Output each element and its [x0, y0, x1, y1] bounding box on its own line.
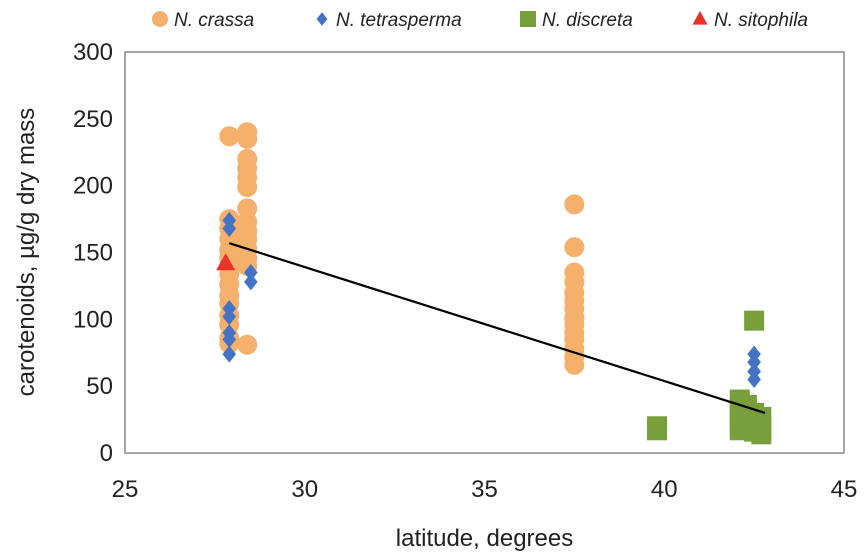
x-tick-label: 35	[471, 476, 498, 503]
x-tick-label: 40	[651, 476, 678, 503]
plot-area-frame	[124, 51, 845, 454]
n-tetrasperma-point	[222, 345, 237, 363]
n-tetrasperma-point	[747, 370, 761, 388]
legend-marker-n-crassa	[152, 11, 168, 27]
n-sitophila-point	[216, 253, 236, 271]
legend-label-n-crassa: N. crassa	[174, 10, 254, 31]
x-tick-labels: 25 30 35 40 45	[112, 476, 858, 503]
trendline	[228, 242, 766, 414]
n-crassa-point	[237, 177, 258, 198]
x-tick-label: 45	[831, 476, 858, 503]
n-tetrasperma-point	[747, 353, 761, 371]
legend-marker-n-tetrasperma	[316, 12, 328, 26]
y-tick-labels: 0 50 100 150 200 250 300	[73, 39, 113, 467]
n-tetrasperma-point	[222, 219, 237, 237]
y-tick-label: 300	[73, 39, 113, 66]
y-tick-label: 150	[73, 240, 113, 267]
y-tick-label: 0	[100, 440, 113, 467]
y-tick-label: 250	[73, 106, 113, 133]
legend-marker-n-sitophila	[692, 11, 708, 25]
n-crassa-point	[219, 126, 240, 147]
data-points	[216, 122, 772, 445]
legend-label-n-discreta: N. discreta	[542, 10, 633, 31]
y-axis-title: carotenoids, µg/g dry mass	[13, 108, 40, 397]
n-crassa-point	[237, 334, 258, 355]
x-tick-label: 25	[112, 476, 139, 503]
n-discreta-point	[751, 424, 772, 445]
x-tick-label: 30	[291, 476, 318, 503]
n-crassa-point	[564, 354, 585, 375]
y-tick-label: 50	[86, 373, 113, 400]
legend-label-n-tetrasperma: N. tetrasperma	[336, 10, 462, 31]
n-tetrasperma-point	[222, 330, 237, 348]
trendline-group	[228, 242, 766, 414]
n-discreta-point	[744, 310, 765, 331]
legend: N. crassa N. tetrasperma N. discreta N. sit…	[152, 10, 808, 31]
n-crassa-point	[564, 194, 585, 215]
n-crassa-point	[564, 237, 585, 258]
n-discreta-point	[647, 420, 668, 441]
y-tick-label: 200	[73, 173, 113, 200]
n-crassa-point	[237, 128, 258, 149]
x-axis-title: latitude, degrees	[396, 525, 573, 552]
n-tetrasperma-point	[244, 273, 258, 291]
n-tetrasperma-point	[244, 264, 258, 282]
n-tetrasperma-point	[222, 308, 237, 326]
legend-marker-n-discreta	[520, 11, 536, 27]
y-tick-label: 100	[73, 306, 113, 333]
legend-label-n-sitophila: N. sitophila	[714, 10, 808, 31]
